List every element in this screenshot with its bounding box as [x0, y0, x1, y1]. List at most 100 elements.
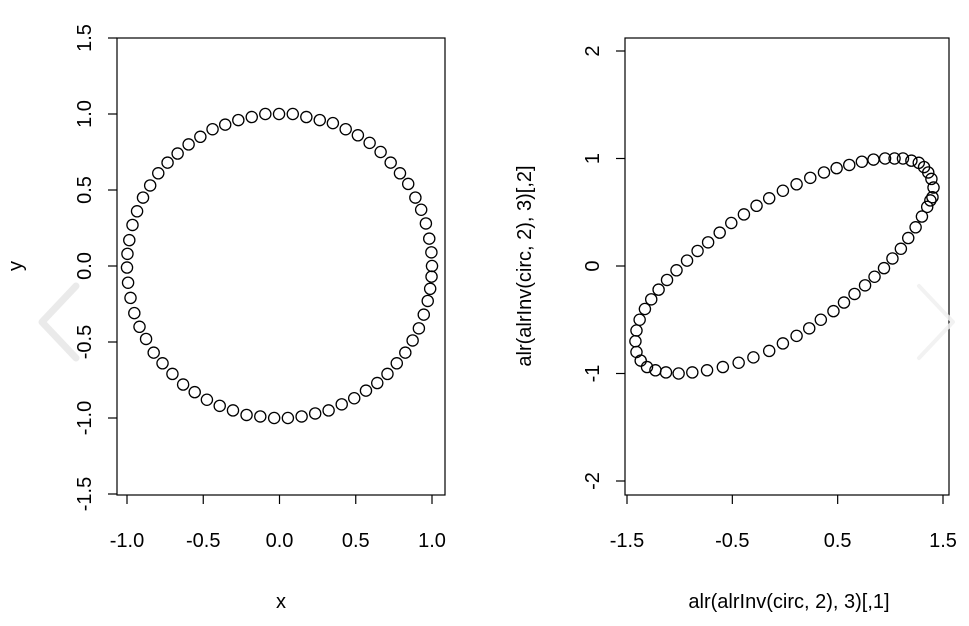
data-point: [161, 156, 174, 169]
y-axis-title: y: [5, 261, 27, 271]
data-point: [259, 107, 272, 121]
data-point: [901, 231, 915, 245]
data-point: [762, 192, 776, 205]
data-point: [927, 181, 940, 194]
data-point: [218, 118, 232, 131]
data-point: [133, 320, 146, 334]
data-point: [888, 152, 901, 165]
plot-frame: [116, 37, 446, 496]
x-axis-title: x: [276, 591, 286, 613]
x-tick-label: 0.0: [266, 530, 294, 552]
data-point: [680, 254, 694, 267]
y-tick-label: -1: [582, 365, 604, 383]
data-point: [425, 246, 438, 259]
y-tick-label: -1.5: [74, 477, 96, 511]
data-point: [747, 351, 760, 364]
data-point: [206, 122, 219, 136]
data-point: [409, 191, 422, 204]
data-point: [147, 346, 160, 359]
data-point: [629, 334, 642, 348]
data-point: [924, 194, 937, 207]
data-point: [374, 145, 387, 159]
chevron-right-icon: [917, 284, 955, 360]
data-point: [817, 166, 831, 179]
data-point: [776, 337, 790, 350]
data-point: [232, 113, 245, 127]
data-point: [737, 208, 751, 221]
data-point: [421, 294, 434, 308]
data-point: [371, 376, 384, 390]
previous-arrow-button[interactable]: [30, 278, 90, 368]
data-point: [423, 232, 436, 245]
data-point: [912, 156, 926, 170]
data-point: [672, 367, 685, 380]
y-tick-label: 0: [582, 260, 604, 271]
data-point: [867, 153, 880, 166]
data-point: [425, 259, 439, 273]
data-point: [166, 367, 179, 381]
data-point: [295, 410, 308, 423]
y-tick-label: 0.0: [74, 252, 96, 280]
data-point: [194, 130, 207, 144]
data-point: [272, 107, 286, 121]
data-point: [281, 411, 295, 425]
data-point: [213, 399, 226, 413]
y-axis-title: alr(alrInv(circ, 2), 3)[,2]: [514, 165, 536, 366]
data-point: [335, 398, 348, 411]
data-point: [713, 226, 726, 239]
data-point: [894, 242, 908, 256]
y-tick-label: 1.5: [74, 24, 96, 52]
data-point: [843, 158, 856, 172]
circle-scatter-panel: -1.0 -0.5 0.0 0.5 1.0 -1.5 -1.0 -0.5 0.0 0.5 1.0 1.…: [5, 24, 446, 613]
data-point: [240, 408, 253, 422]
data-point: [406, 334, 419, 347]
data-point: [640, 360, 654, 374]
data-point: [638, 302, 652, 316]
data-point: [182, 138, 195, 151]
next-arrow-button[interactable]: [905, 278, 965, 368]
alr-scatter-panel: -1.5 -0.5 0.5 1.5 -2 -1 0 1 2 alr(alrInv(circ, 2…: [514, 37, 957, 613]
data-point: [750, 199, 763, 213]
y-tick-label: -2: [582, 472, 604, 490]
data-point: [776, 184, 790, 197]
data-point: [121, 247, 134, 261]
data-point: [139, 332, 153, 346]
x-tick-label: -1.5: [610, 530, 644, 552]
data-point: [414, 203, 428, 217]
data-point: [802, 322, 816, 335]
data-point: [425, 270, 438, 283]
y-tick-label: 2: [582, 45, 604, 56]
data-point: [868, 270, 881, 283]
data-point: [633, 313, 646, 326]
data-point: [381, 367, 394, 381]
data-point: [130, 205, 144, 218]
data-point: [126, 218, 139, 232]
data-point: [171, 147, 184, 160]
data-point: [313, 113, 327, 127]
data-point: [417, 308, 431, 321]
data-points: [629, 152, 940, 380]
x-axis-title: alr(alrInv(circ, 2), 3)[,1]: [688, 591, 889, 613]
data-point: [339, 122, 352, 136]
data-point: [858, 279, 872, 292]
data-point: [701, 236, 715, 249]
x-tick-label: 1.5: [929, 530, 957, 552]
data-point: [814, 313, 828, 326]
data-point: [700, 364, 714, 377]
data-point: [326, 116, 340, 130]
data-point: [124, 291, 137, 305]
data-point: [630, 345, 643, 359]
data-point: [121, 276, 135, 289]
data-points: [120, 107, 439, 425]
data-point: [920, 200, 934, 214]
y-tick-label: -1.0: [74, 401, 96, 435]
data-point: [896, 152, 910, 165]
x-tick-label: 0.5: [342, 530, 370, 552]
data-point: [877, 261, 891, 275]
data-point: [630, 324, 643, 337]
data-point: [732, 356, 745, 369]
data-point: [322, 404, 335, 417]
data-point: [644, 293, 658, 306]
data-point: [401, 177, 415, 191]
